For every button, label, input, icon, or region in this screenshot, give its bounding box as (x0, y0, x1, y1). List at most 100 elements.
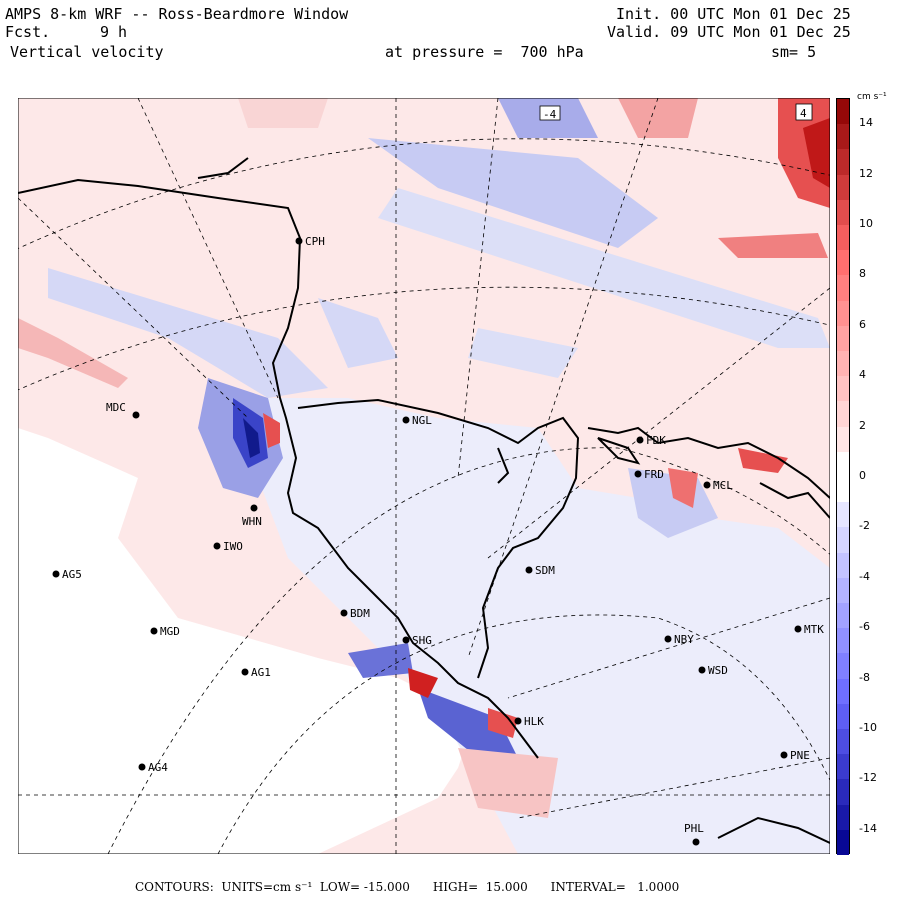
colorbar-segment (837, 577, 849, 604)
station-label: BDM (350, 607, 370, 620)
forecast-hour: 9 h (100, 23, 128, 41)
colorbar-segment (837, 804, 849, 831)
station-marker (664, 635, 672, 643)
colorbar-segment (837, 653, 849, 680)
colorbar-units: cm s⁻¹ (857, 92, 887, 102)
colorbar-segment (837, 401, 849, 428)
corner-label-neg: -4 (543, 108, 557, 121)
colorbar-segment (837, 376, 849, 402)
colorbar-tick-label: 4 (859, 368, 866, 382)
colorbar-tick-label: 14 (859, 116, 873, 130)
forecast-label: Fcst. (5, 23, 51, 41)
colorbar-tick-label: 0 (859, 469, 866, 482)
colorbar-tick-label: -14 (859, 821, 877, 835)
negative-band (318, 298, 398, 368)
colorbar-segment (837, 502, 849, 528)
station-marker (150, 627, 158, 635)
positive-core (718, 233, 828, 258)
station-marker (794, 625, 802, 633)
positive-core (738, 448, 788, 473)
colorbar-segment (837, 628, 849, 654)
station-label: WSD (708, 664, 728, 677)
corner-label-box (539, 105, 561, 121)
positive-core (618, 98, 698, 138)
valid-time: Valid. 09 UTC Mon 01 Dec 25 (607, 23, 851, 41)
positive-core (408, 668, 438, 698)
station-marker (138, 763, 146, 771)
init-time: Init. 00 UTC Mon 01 Dec 25 (616, 5, 851, 23)
colorbar-segment (837, 300, 849, 327)
station-marker (525, 566, 533, 574)
unshaded-region (18, 428, 468, 854)
station-label: PHL (684, 822, 704, 835)
negative-core (348, 643, 413, 678)
positive-core (668, 468, 698, 508)
station-label: NBY (674, 633, 694, 646)
station-label: MCL (713, 479, 733, 492)
colorbar-segment (837, 174, 849, 201)
colorbar-segment (837, 703, 849, 730)
colorbar-segment (837, 829, 849, 856)
colorbar-segment (837, 729, 849, 755)
colorbar-tick-label: 6 (859, 317, 866, 331)
negative-band (48, 268, 328, 398)
lat-lon-grid (18, 98, 830, 854)
colorbar-segment (837, 678, 849, 705)
station-label: FRD (644, 468, 664, 481)
station-label: MGD (160, 625, 180, 638)
colorbar-segment (837, 779, 849, 806)
station-label: MDC (106, 401, 126, 414)
station-label: FDK (646, 434, 666, 447)
station-marker (250, 504, 258, 512)
smoothing: sm= 5 (771, 43, 817, 61)
station-label: HLK (524, 715, 544, 728)
colorbar-segment (837, 99, 849, 125)
colorbar-segment (837, 451, 849, 478)
positive-band (238, 98, 328, 128)
station-marker (636, 436, 644, 444)
station-marker (780, 751, 788, 759)
colorbar-segment (837, 275, 849, 302)
colorbar-tick-label: -12 (859, 771, 877, 785)
colorbar-segment (837, 426, 849, 453)
colorbar-segment (837, 527, 849, 554)
station-label: AG5 (62, 568, 82, 581)
colorbar (836, 98, 850, 856)
colorbar-tick-label: -10 (859, 721, 877, 734)
colorbar-segment (837, 124, 849, 150)
colorbar-tick-label: 10 (859, 217, 873, 230)
colorbar-segment (837, 250, 849, 276)
colorbar-tick-label: 2 (859, 418, 866, 432)
positive-core (263, 413, 280, 448)
colorbar-segment (837, 552, 849, 579)
station-marker (698, 666, 706, 674)
station-marker (402, 636, 410, 644)
station-label: IWO (223, 540, 243, 553)
station-marker (634, 470, 642, 478)
negative-band (468, 328, 578, 378)
negative-band (368, 138, 658, 248)
colorbar-segment (837, 603, 849, 629)
station-label: PNE (790, 749, 810, 762)
corner-label-pos: 4 (800, 107, 807, 120)
colorbar-segment (837, 199, 849, 226)
colorbar-tick-label: -6 (859, 620, 870, 634)
map-title: AMPS 8-km WRF -- Ross-Beardmore Window (5, 5, 349, 23)
corner-label-box (795, 103, 813, 121)
coastline (18, 157, 830, 844)
station-label: CPH (305, 235, 325, 248)
negative-core (243, 418, 260, 458)
colorbar-segment (837, 325, 849, 352)
field-name: Vertical velocity (10, 43, 164, 61)
positive-core (803, 118, 830, 188)
station-marker (692, 838, 700, 846)
colorbar-segment (837, 225, 849, 251)
station-label: SDM (535, 564, 555, 577)
contour-info: CONTOURS: UNITS=cm s⁻¹ LOW= -15.000 HIGH… (135, 880, 680, 894)
station-marker (52, 570, 60, 578)
station-layer: CPH NGL MDC FDK FRD MCL WHN IWO AG5 SDM BDM MGD SHG N… (52, 235, 824, 846)
negative-band (378, 188, 830, 348)
station-marker (295, 237, 303, 245)
station-label: NGL (412, 414, 432, 427)
station-marker (703, 481, 711, 489)
